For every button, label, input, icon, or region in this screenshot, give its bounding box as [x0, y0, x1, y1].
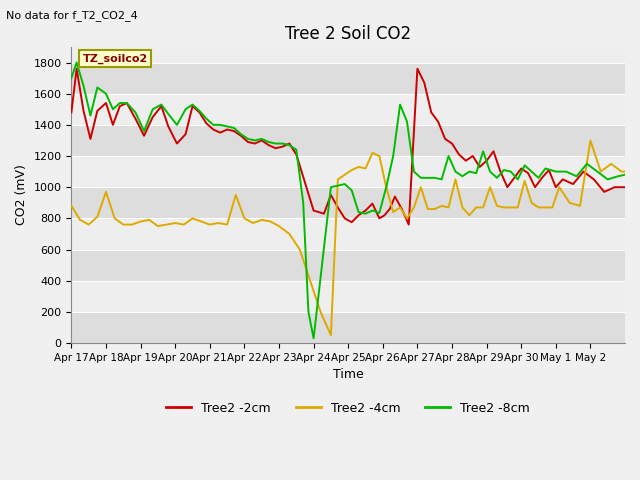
Bar: [72, 187, 625, 218]
Bar: [72, 125, 625, 156]
Bar: [72, 62, 625, 94]
Legend: Tree2 -2cm, Tree2 -4cm, Tree2 -8cm: Tree2 -2cm, Tree2 -4cm, Tree2 -8cm: [161, 396, 535, 420]
Title: Tree 2 Soil CO2: Tree 2 Soil CO2: [285, 24, 412, 43]
Text: TZ_soilco2: TZ_soilco2: [83, 54, 148, 64]
Bar: [72, 94, 625, 125]
X-axis label: Time: Time: [333, 368, 364, 381]
Bar: [72, 156, 625, 187]
Bar: [72, 281, 625, 312]
Bar: [72, 250, 625, 281]
Bar: [72, 312, 625, 343]
Y-axis label: CO2 (mV): CO2 (mV): [15, 165, 28, 226]
Bar: [72, 218, 625, 250]
Text: No data for f_T2_CO2_4: No data for f_T2_CO2_4: [6, 10, 138, 21]
